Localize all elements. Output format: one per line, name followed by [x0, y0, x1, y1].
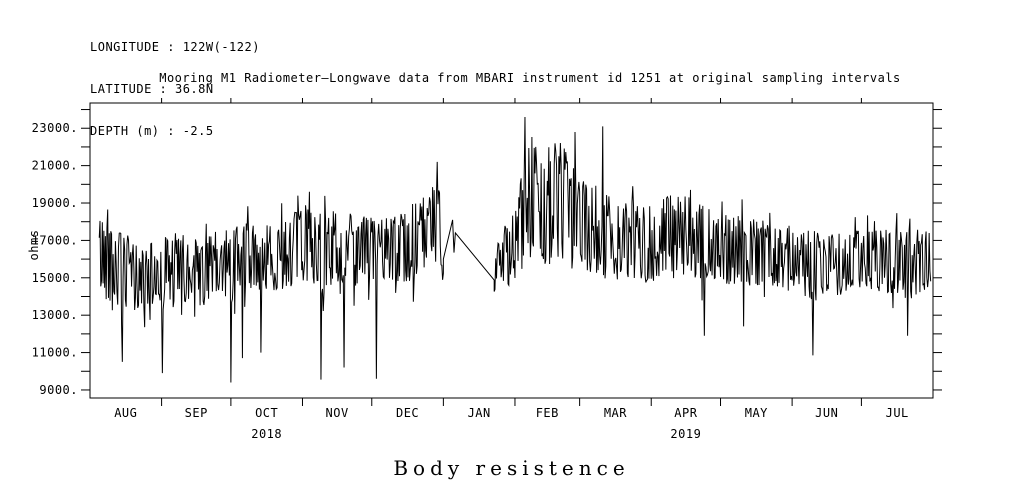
- x-month-label: AUG: [114, 406, 137, 420]
- y-tick-label: 21000.: [32, 159, 78, 173]
- header-latitude: LATITUDE : 36.8N: [90, 82, 214, 96]
- data-series-line: [98, 117, 932, 383]
- header-block: LONGITUDE : 122W(-122) LATITUDE : 36.8N …: [90, 12, 260, 166]
- y-tick-label: 13000.: [32, 308, 78, 322]
- x-month-label: JAN: [468, 406, 491, 420]
- x-month-label: JUN: [815, 406, 838, 420]
- header-depth: DEPTH (m) : -2.5: [90, 124, 214, 138]
- x-year-label: 2018: [251, 427, 282, 441]
- x-month-label: NOV: [326, 406, 349, 420]
- x-month-label: OCT: [255, 406, 278, 420]
- y-tick-label: 23000.: [32, 121, 78, 135]
- y-tick-label: 9000.: [39, 383, 78, 397]
- x-year-label: 2019: [670, 427, 701, 441]
- x-month-label: MAY: [745, 406, 768, 420]
- y-tick-label: 17000.: [32, 233, 78, 247]
- y-tick-label: 11000.: [32, 346, 78, 360]
- x-month-label: DEC: [396, 406, 419, 420]
- plot-frame: [89, 102, 934, 399]
- x-month-label: FEB: [536, 406, 559, 420]
- y-tick-label: 19000.: [32, 196, 78, 210]
- x-month-label: SEP: [185, 406, 208, 420]
- chart-title: Mooring M1 Radiometer–Longwave data from…: [159, 71, 901, 85]
- x-month-label: APR: [674, 406, 697, 420]
- x-month-label: JUL: [886, 406, 909, 420]
- x-month-label: MAR: [604, 406, 627, 420]
- y-tick-label: 15000.: [32, 271, 78, 285]
- header-longitude: LONGITUDE : 122W(-122): [90, 40, 260, 54]
- bottom-title: Body resistence: [393, 456, 630, 480]
